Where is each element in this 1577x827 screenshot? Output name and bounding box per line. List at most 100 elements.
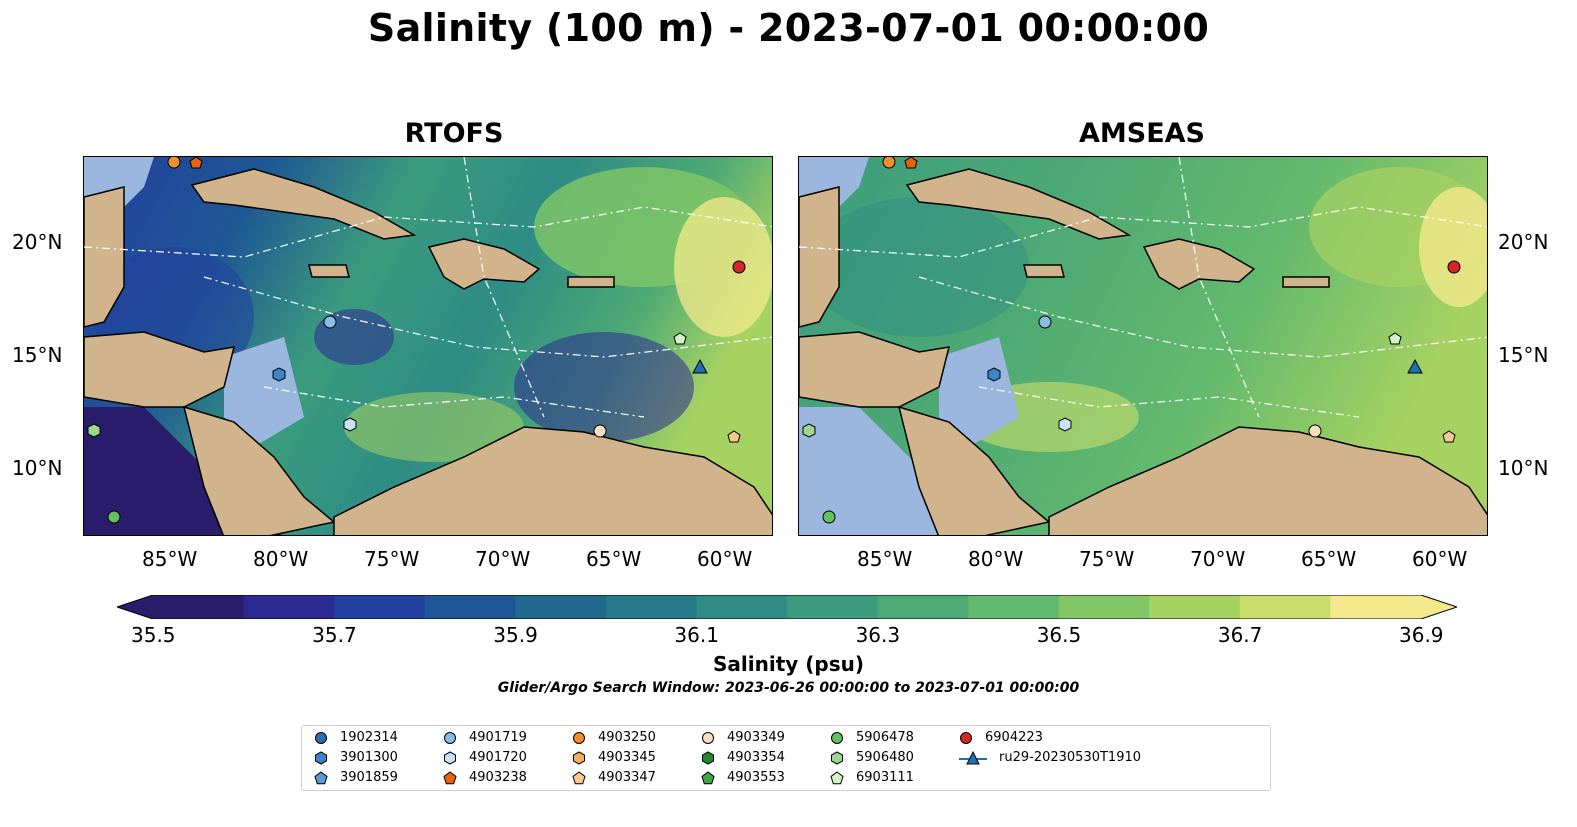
colorbar-segment bbox=[968, 595, 1060, 619]
legend-item: 6903111 bbox=[830, 770, 914, 785]
legend-item: 4903345 bbox=[572, 750, 656, 765]
legend-item: 3901300 bbox=[314, 750, 398, 765]
colorbar-segment bbox=[243, 595, 335, 619]
colorbar-segment bbox=[1149, 595, 1241, 619]
hexagon-marker-icon bbox=[573, 750, 585, 765]
pentagon-marker-icon bbox=[314, 770, 328, 784]
lon-tick-right-85w: 85°W bbox=[857, 547, 913, 571]
lon-tick-right-70w: 70°W bbox=[1190, 547, 1246, 571]
circle-marker-icon bbox=[702, 731, 714, 744]
legend-item: 4903553 bbox=[701, 770, 785, 785]
legend-item-label: 6903111 bbox=[856, 770, 914, 785]
colorbar-extend-high bbox=[1421, 595, 1457, 619]
legend-item: 4903349 bbox=[701, 730, 785, 745]
lat-tick-left-20n: 20°N bbox=[12, 230, 63, 254]
colorbar-segment bbox=[334, 595, 426, 619]
triangle-marker-icon bbox=[959, 750, 987, 764]
legend-item-label: 3901859 bbox=[340, 770, 398, 785]
circle-marker-icon bbox=[444, 731, 456, 744]
lat-tick-right-15n: 15°N bbox=[1498, 343, 1549, 367]
legend-item-label: 4903553 bbox=[727, 770, 785, 785]
lat-tick-left-10n: 10°N bbox=[12, 456, 63, 480]
legend-item-label: 4903238 bbox=[469, 770, 527, 785]
legend-item-label: 4901720 bbox=[469, 750, 527, 765]
lat-tick-left-15n: 15°N bbox=[12, 343, 63, 367]
search-window-note: Glider/Argo Search Window: 2023-06-26 00… bbox=[497, 680, 1080, 696]
legend-item: 4903250 bbox=[572, 730, 656, 745]
panel-title-amseas: AMSEAS bbox=[1079, 118, 1205, 149]
pentagon-marker-icon bbox=[443, 770, 457, 784]
colorbar-segment bbox=[1330, 595, 1422, 619]
lon-tick-right-75w: 75°W bbox=[1079, 547, 1135, 571]
lon-tick-left-65w: 65°W bbox=[586, 547, 642, 571]
colorbar-segment bbox=[877, 595, 969, 619]
legend-item: 4901719 bbox=[443, 730, 527, 745]
lat-tick-right-20n: 20°N bbox=[1498, 230, 1549, 254]
colorbar-tick-label: 36.9 bbox=[1399, 623, 1444, 647]
panel-title-rtofs: RTOFS bbox=[404, 118, 504, 149]
colorbar-tick-label: 36.5 bbox=[1036, 623, 1082, 647]
colorbar-tick-label: 35.7 bbox=[312, 623, 357, 647]
hexagon-marker-icon bbox=[831, 750, 843, 765]
colorbar-segment bbox=[153, 595, 245, 619]
legend-item: 4903347 bbox=[572, 770, 656, 785]
legend-item-label: 5906478 bbox=[856, 730, 914, 745]
colorbar-tick-label: 35.5 bbox=[131, 623, 176, 647]
hexagon-marker-icon bbox=[315, 750, 327, 765]
colorbar-extend-low bbox=[117, 595, 153, 619]
legend-item: 1902314 bbox=[314, 730, 398, 745]
circle-marker-icon bbox=[315, 731, 327, 744]
legend-item: 4903238 bbox=[443, 770, 527, 785]
colorbar-segment bbox=[605, 595, 697, 619]
legend-item: 6904223 bbox=[959, 730, 1043, 745]
colorbar-segment bbox=[424, 595, 516, 619]
circle-marker-icon bbox=[831, 731, 843, 744]
hexagon-marker-icon bbox=[444, 750, 456, 765]
lon-tick-left-80w: 80°W bbox=[253, 547, 309, 571]
map-amseas bbox=[798, 156, 1488, 536]
pentagon-marker-icon bbox=[701, 770, 715, 784]
colorbar-segment bbox=[1239, 595, 1331, 619]
colorbar-segment bbox=[696, 595, 788, 619]
lon-tick-right-65w: 65°W bbox=[1301, 547, 1357, 571]
legend-item-label: ru29-20230530T1910 bbox=[999, 750, 1142, 765]
legend-item: 5906480 bbox=[830, 750, 914, 765]
colorbar-tick-label: 36.3 bbox=[855, 623, 901, 647]
lon-tick-left-70w: 70°W bbox=[475, 547, 531, 571]
colorbar bbox=[115, 594, 1459, 620]
legend-item-label: 3901300 bbox=[340, 750, 398, 765]
colorbar-segment bbox=[787, 595, 879, 619]
legend-item-label: 4903250 bbox=[598, 730, 656, 745]
lon-tick-left-85w: 85°W bbox=[142, 547, 198, 571]
colorbar-segment bbox=[1058, 595, 1150, 619]
lon-tick-left-60w: 60°W bbox=[697, 547, 753, 571]
legend-item-label: 1902314 bbox=[340, 730, 398, 745]
legend-item-label: 5906480 bbox=[856, 750, 914, 765]
legend-item-label: 4901719 bbox=[469, 730, 527, 745]
legend-item: 4903354 bbox=[701, 750, 785, 765]
legend-item-label: 4903349 bbox=[727, 730, 785, 745]
circle-marker-icon bbox=[960, 731, 972, 744]
figure-title: Salinity (100 m) - 2023-07-01 00:00:00 bbox=[367, 6, 1210, 50]
legend-item: 5906478 bbox=[830, 730, 914, 745]
colorbar-tick-label: 36.1 bbox=[674, 623, 719, 647]
hexagon-marker-icon bbox=[702, 750, 714, 765]
pentagon-marker-icon bbox=[830, 770, 844, 784]
legend: 1902314 3901300 3901859 4901719 4901720 49032… bbox=[301, 725, 1271, 791]
legend-item-label: 6904223 bbox=[985, 730, 1043, 745]
legend-item-label: 4903347 bbox=[598, 770, 656, 785]
colorbar-title: Salinity (psu) bbox=[712, 652, 864, 676]
lat-tick-right-10n: 10°N bbox=[1498, 456, 1549, 480]
colorbar-tick-label: 35.9 bbox=[493, 623, 538, 647]
colorbar-tick-label: 36.7 bbox=[1217, 623, 1263, 647]
lon-tick-left-75w: 75°W bbox=[364, 547, 420, 571]
circle-marker-icon bbox=[573, 731, 585, 744]
legend-item: 3901859 bbox=[314, 770, 398, 785]
colorbar-segment bbox=[515, 595, 607, 619]
lon-tick-right-80w: 80°W bbox=[968, 547, 1024, 571]
legend-item-label: 4903354 bbox=[727, 750, 785, 765]
legend-item: 4901720 bbox=[443, 750, 527, 765]
map-rtofs bbox=[83, 156, 773, 536]
legend-item-label: 4903345 bbox=[598, 750, 656, 765]
pentagon-marker-icon bbox=[572, 770, 586, 784]
